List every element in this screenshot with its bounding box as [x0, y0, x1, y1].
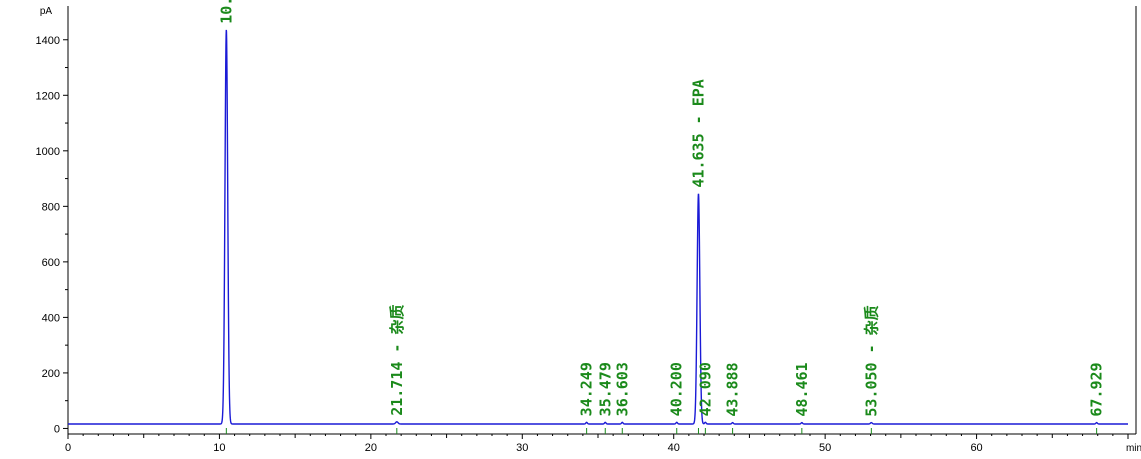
peak-label: 67.929	[1088, 362, 1106, 416]
peak-label: 43.888	[724, 362, 742, 416]
peak-label: 21.714 - 杂质	[388, 305, 406, 416]
x-tick-label: 0	[65, 442, 71, 454]
peak-label: 42.090	[696, 362, 714, 416]
y-tick-label: 1200	[36, 90, 60, 102]
peak-label: 53.050 - 杂质	[862, 305, 880, 416]
peak-label: 36.603	[613, 362, 631, 416]
x-unit-label: min	[1126, 443, 1141, 454]
x-tick-label: 30	[516, 442, 528, 454]
y-tick-label: 0	[54, 423, 60, 435]
y-unit-label: pA	[40, 6, 53, 17]
peak-label: 48.461	[793, 362, 811, 416]
signal-trace	[68, 29, 1128, 425]
y-tick-label: 1000	[36, 146, 60, 158]
signal-trace-group	[68, 29, 1128, 425]
y-tick-label: 800	[42, 201, 60, 213]
peak-label: 35.479	[596, 362, 614, 416]
y-tick-label: 1400	[36, 35, 60, 47]
peak-label: 10.456 - 溶剂	[217, 0, 235, 24]
x-tick-label: 60	[970, 442, 982, 454]
x-tick-label: 50	[819, 442, 831, 454]
peak-label: 34.249	[578, 362, 596, 416]
peak-label: 40.200	[668, 362, 686, 416]
y-tick-label: 200	[42, 368, 60, 380]
y-tick-label: 400	[42, 312, 60, 324]
peak-label: 41.635 - EPA	[689, 79, 707, 187]
x-tick-label: 10	[213, 442, 225, 454]
peak-labels: 10.456 - 溶剂 21.714 - 杂质 34.24935.47936.603…	[217, 0, 1106, 434]
y-tick-label: 600	[42, 257, 60, 269]
x-tick-label: 40	[668, 442, 680, 454]
axes: 0 200 400 600 800 1000 1200 1400 0 10 20 30 40 50 60 pA…	[36, 6, 1141, 454]
x-tick-label: 20	[365, 442, 377, 454]
